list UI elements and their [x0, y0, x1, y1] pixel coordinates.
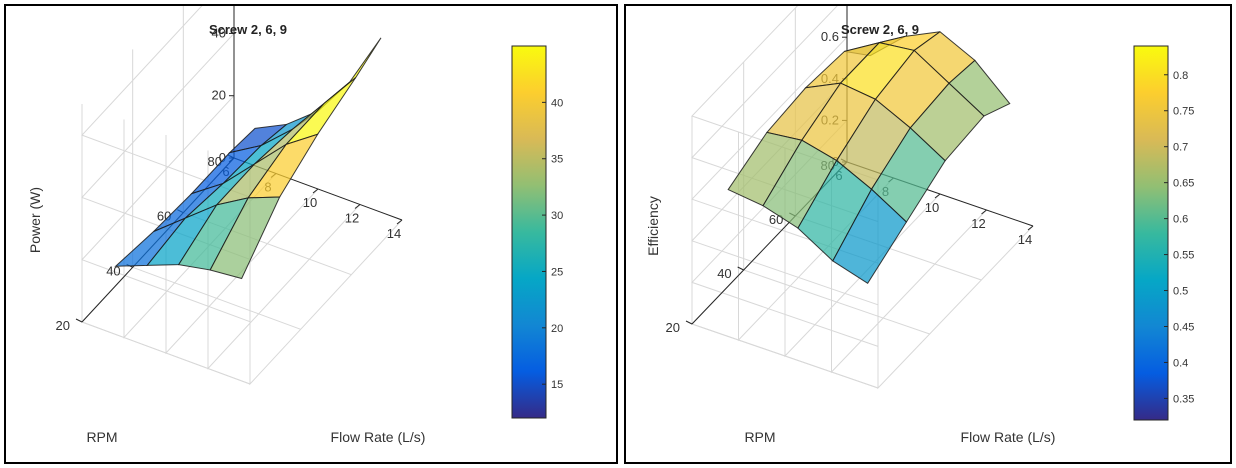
x-axis-label: Flow Rate (L/s) — [961, 429, 1056, 445]
z-tick-label: 0.6 — [821, 29, 839, 44]
colorbar-tick-label: 0.5 — [1173, 286, 1188, 298]
x-axis-label: Flow Rate (L/s) — [331, 429, 426, 445]
y-axis-label: RPM — [86, 429, 117, 445]
colorbar-tick-label: 0.45 — [1173, 322, 1194, 334]
y-tick — [685, 320, 693, 325]
colorbar: 0.35 0.4 0.45 0.5 0.55 0.6 0.65 0.7 0.75 0.8 — [1133, 45, 1194, 421]
plot-area: 00.20.40.60.816810121420406080Screw 2, 6… — [645, 6, 1055, 445]
colorbar-tick-label: 0.35 — [1173, 393, 1194, 405]
x-tick — [934, 193, 941, 199]
efficiency-chart-panel: 00.20.40.60.816810121420406080Screw 2, 6… — [624, 4, 1232, 464]
colorbar-tick-label: 0.8 — [1173, 70, 1188, 82]
colorbar-tick-label: 0.4 — [1173, 357, 1188, 369]
colorbar-gradient — [511, 45, 547, 419]
colorbar-tick-label: 0.7 — [1173, 142, 1188, 154]
y-tick — [737, 266, 744, 271]
power-surface-chart: 02040606810121420406080Screw 2, 6, 9Powe… — [27, 6, 563, 445]
colorbar-tick-label: 15 — [551, 379, 563, 391]
colorbar-tick-label: 30 — [551, 210, 563, 222]
surface — [727, 31, 1011, 284]
x-tick-label: 12 — [971, 216, 985, 231]
z-tick-label: 40 — [212, 25, 226, 40]
z-axis-label: Power (W) — [27, 187, 43, 253]
surface-patch — [832, 188, 908, 284]
x-tick-label: 10 — [303, 195, 317, 210]
z-axis-label: Efficiency — [645, 196, 661, 256]
y-tick-label: 40 — [717, 266, 731, 281]
surface-patch — [209, 196, 281, 280]
z-tick-label: 20 — [212, 88, 226, 103]
z-tick-label: 0 — [219, 150, 226, 165]
surface-patch — [284, 77, 357, 146]
x-tick — [396, 219, 403, 225]
y-tick-label: 40 — [106, 263, 120, 278]
colorbar-tick-label: 25 — [551, 266, 563, 278]
y-axis-label: RPM — [744, 429, 775, 445]
x-tick — [354, 204, 361, 209]
chart-title: Screw 2, 6, 9 — [209, 22, 287, 37]
surface-patch — [323, 37, 382, 104]
y-tick-label: 20 — [56, 318, 70, 333]
colorbar-tick-label: 35 — [551, 154, 563, 166]
x-tick — [1027, 225, 1034, 231]
colorbar-tick-label: 0.55 — [1173, 250, 1194, 262]
colorbar-gradient — [1133, 45, 1169, 421]
colorbar-tick-label: 0.6 — [1173, 214, 1188, 226]
chart-title: Screw 2, 6, 9 — [841, 22, 919, 37]
colorbar-tick-label: 40 — [551, 97, 563, 109]
surface — [114, 37, 382, 280]
colorbar: 15 20 25 30 35 40 — [511, 45, 563, 419]
colorbar-tick-label: 0.75 — [1173, 106, 1194, 118]
x-tick-label: 14 — [1018, 232, 1032, 247]
y-tick-label: 20 — [666, 320, 680, 335]
power-chart-panel: 02040606810121420406080Screw 2, 6, 9Powe… — [4, 4, 618, 464]
efficiency-surface-chart: 00.20.40.60.816810121420406080Screw 2, 6… — [645, 6, 1194, 445]
x-tick-label: 12 — [345, 211, 359, 226]
plot-area: 02040606810121420406080Screw 2, 6, 9Powe… — [27, 6, 425, 445]
x-tick — [981, 209, 987, 215]
colorbar-tick-label: 0.65 — [1173, 178, 1194, 190]
x-tick-label: 10 — [925, 200, 939, 215]
y-tick — [75, 318, 83, 323]
x-tick-label: 14 — [387, 226, 401, 241]
colorbar-tick-label: 20 — [551, 323, 563, 335]
x-tick — [312, 188, 319, 194]
